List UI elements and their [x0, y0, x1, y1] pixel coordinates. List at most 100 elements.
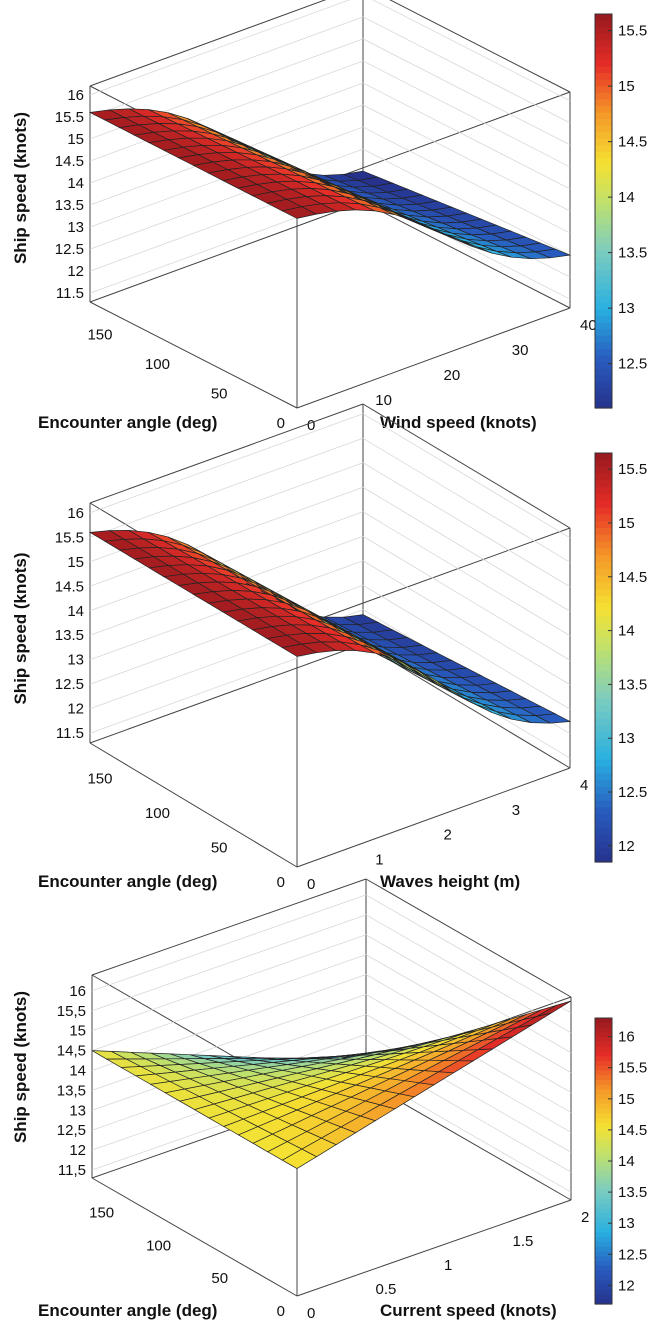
colorbar-segment — [595, 1222, 612, 1229]
z-tick-label: 14 — [67, 175, 84, 192]
z-tick-label: 12 — [67, 701, 84, 718]
colorbar-segment — [595, 1237, 612, 1243]
colorbar-segment — [595, 1184, 612, 1191]
colorbar-segment — [595, 1084, 612, 1091]
box-edge — [91, 1177, 298, 1297]
colorbar-segment — [595, 125, 612, 133]
grid-line — [362, 16, 571, 124]
y-tick-label: 0 — [277, 1303, 285, 1320]
z-tick-label: 12.5 — [55, 676, 84, 693]
axes-box — [89, 0, 571, 409]
surface — [88, 108, 572, 260]
colorbar-segment — [595, 527, 612, 536]
colorbar-segment — [595, 602, 612, 611]
colorbar: 12.5 13 13.5 14 14.5 15 15.5 — [594, 13, 647, 409]
y-ticks: 0 50 100 150 — [89, 1205, 285, 1320]
colorbar-segment — [595, 375, 612, 383]
colorbar-segment — [595, 1156, 612, 1162]
box-edge — [296, 307, 571, 409]
z-tick-label: 13 — [69, 1102, 86, 1119]
colorbar-segment — [595, 1103, 612, 1110]
colorbar-segment — [595, 335, 612, 343]
colorbar-segment — [595, 1032, 612, 1038]
y-tick-label: 100 — [146, 1237, 171, 1254]
chart-panel-2: 11.51212.51313.51414.51515.5160501001500… — [11, 403, 647, 893]
colorbar-segment — [595, 381, 612, 389]
colorbar-segment — [595, 848, 612, 856]
axes-box — [89, 403, 571, 868]
grid-line — [362, 462, 571, 588]
colorbar-segment — [595, 473, 612, 481]
colorbar-segment — [595, 575, 612, 584]
colorbar-segment — [595, 459, 612, 468]
colorbar-segment — [595, 66, 612, 74]
colorbar-segment — [595, 1113, 612, 1119]
z-tick-label: 13.5 — [55, 627, 84, 644]
colorbar-segment — [595, 1041, 612, 1048]
colorbar-segment — [595, 1060, 612, 1067]
colorbar-segment — [595, 73, 612, 81]
colorbar-tick-label: 16 — [618, 1029, 635, 1046]
grid-line — [365, 954, 572, 1073]
z-tick-label: 14,5 — [57, 1043, 86, 1060]
colorbar-segment — [595, 480, 612, 488]
colorbar-segment — [595, 401, 612, 409]
y-tick-label: 100 — [145, 356, 170, 373]
y-axis-label: Encounter angle (deg) — [38, 413, 217, 432]
colorbar-tick-label: 14.5 — [618, 569, 647, 586]
y-tick-label: 50 — [211, 840, 228, 857]
colorbar-segment — [595, 657, 612, 665]
grid-line — [362, 82, 571, 190]
colorbar-segment — [595, 348, 612, 357]
grid-line — [89, 486, 364, 587]
colorbar-segment — [595, 165, 612, 173]
colorbar-segment — [595, 1218, 612, 1224]
grid-line — [89, 437, 364, 538]
z-tick-label: 15.5 — [55, 529, 84, 546]
colorbar-tick-label: 13 — [618, 730, 635, 747]
colorbar-segment — [595, 1022, 612, 1029]
colorbar-segment — [595, 1127, 612, 1133]
colorbar-segment — [595, 289, 612, 297]
colorbar-segment — [595, 1189, 612, 1195]
colorbar-segment — [595, 1275, 612, 1281]
box-edge — [91, 878, 367, 976]
z-tick-label: 14.5 — [55, 153, 84, 170]
grid-line — [91, 954, 367, 1052]
colorbar-segment — [595, 1246, 612, 1253]
colorbar-segment — [595, 684, 612, 693]
y-tick-label: 50 — [211, 386, 228, 403]
colorbar-tick-label: 15.5 — [618, 461, 647, 478]
x-ticks: 0 10 20 30 40 — [307, 317, 597, 434]
colorbar-segment — [595, 1199, 612, 1205]
colorbar-segment — [595, 204, 612, 212]
x-tick-label: 2 — [444, 827, 452, 844]
colorbar-segment — [595, 814, 612, 822]
y-ticks: 0 50 100 150 — [87, 327, 285, 432]
grid-line — [89, 148, 364, 250]
colorbar-segment — [595, 1099, 612, 1105]
colorbar-segment — [595, 1213, 612, 1219]
box-edge — [296, 527, 571, 628]
colorbar-segment — [595, 793, 612, 802]
colorbar-segment — [595, 1194, 612, 1200]
y-tick-label: 0 — [277, 415, 285, 432]
box-edge — [89, 0, 327, 87]
colorbar-segment — [595, 92, 612, 100]
y-tick-label: 50 — [211, 1270, 228, 1287]
grid-line — [362, 148, 571, 256]
colorbar-segment — [595, 1118, 612, 1124]
x-tick-label: 0 — [307, 1305, 315, 1322]
colorbar-tick-label: 13.5 — [618, 245, 647, 262]
colorbar-segment — [595, 27, 612, 35]
y-tick-label: 150 — [87, 327, 112, 344]
colorbar-segment — [595, 263, 612, 271]
grid-line — [365, 1013, 572, 1133]
colorbar-segment — [595, 773, 612, 781]
colorbar-segment — [595, 1079, 612, 1086]
colorbar-segment — [595, 1151, 612, 1157]
colorbar-frame — [594, 452, 613, 863]
colorbar-segment — [595, 276, 612, 284]
grid-line — [89, 413, 364, 514]
colorbar-segment — [595, 1146, 612, 1153]
